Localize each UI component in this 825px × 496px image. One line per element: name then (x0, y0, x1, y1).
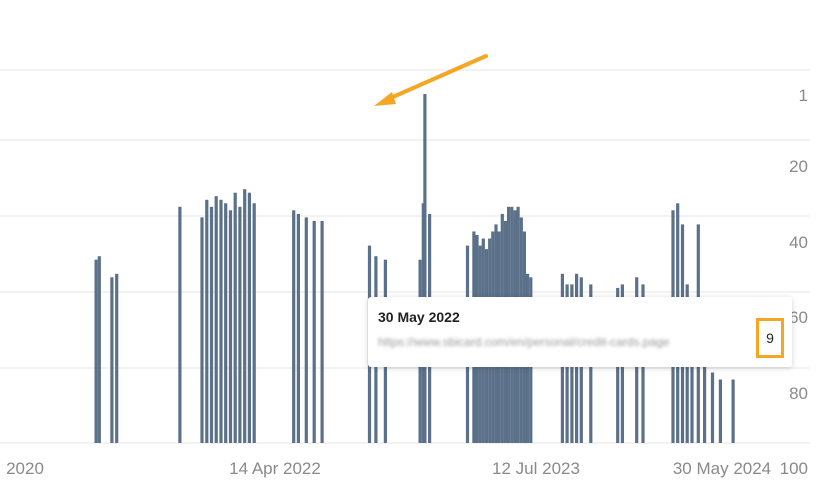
rank-bar[interactable] (110, 277, 114, 443)
rank-bar[interactable] (304, 217, 308, 443)
rank-bar[interactable] (200, 217, 204, 443)
x-tick-label: 12 Jul 2023 (492, 459, 580, 478)
arrow-head (374, 92, 396, 106)
rank-bar[interactable] (209, 206, 214, 443)
rank-bar[interactable] (224, 203, 228, 443)
arrow-shaft (384, 54, 488, 102)
x-tick-label: 14 Apr 2022 (229, 459, 321, 478)
rank-bar[interactable] (97, 256, 101, 443)
rank-bar[interactable] (718, 379, 722, 444)
tooltip: 30 May 2022 https://www.sbicard.com/en/p… (368, 297, 792, 367)
rank-bar[interactable] (238, 206, 242, 443)
arrow-annotation (374, 54, 488, 106)
x-tick-label: 30 May 2024 (673, 459, 771, 478)
y-tick-label: 40 (789, 233, 808, 252)
y-tick-label: 20 (789, 157, 808, 176)
tooltip-rank-value: 9 (756, 318, 784, 358)
rank-bar[interactable] (178, 206, 182, 443)
rank-bar[interactable] (205, 199, 209, 443)
tooltip-date: 30 May 2022 (378, 309, 460, 325)
rank-bar[interactable] (247, 192, 251, 443)
rank-bar[interactable] (214, 196, 218, 443)
rank-bar[interactable] (710, 372, 715, 444)
rank-bar[interactable] (423, 94, 427, 443)
rank-bar[interactable] (320, 220, 324, 443)
y-tick-label: 1 (799, 86, 808, 105)
x-tick-label: 2020 (6, 459, 44, 478)
rank-bar[interactable] (312, 220, 316, 443)
y-axis-ticks: 1 20 40 60 80 100 (780, 86, 808, 478)
rank-bar[interactable] (703, 354, 707, 443)
rank-bar[interactable] (233, 192, 237, 443)
y-tick-label: 60 (789, 308, 808, 327)
tooltip-url[interactable]: https://www.sbicard.com/en/personal/cred… (378, 335, 670, 349)
rank-bar[interactable] (296, 213, 300, 443)
rank-bar[interactable] (94, 259, 98, 443)
rank-bar[interactable] (243, 189, 247, 443)
y-tick-label: 100 (780, 459, 808, 478)
rank-bar[interactable] (228, 210, 233, 443)
rank-bar[interactable] (690, 344, 694, 443)
y-tick-label: 80 (789, 384, 808, 403)
x-axis-ticks: 2020 14 Apr 2022 12 Jul 2023 30 May 2024 (6, 459, 771, 478)
grid-lines (0, 69, 810, 444)
rank-bar[interactable] (252, 203, 256, 443)
rank-bar[interactable] (219, 199, 223, 443)
rank-bar[interactable] (115, 273, 119, 443)
rank-bar[interactable] (731, 379, 735, 444)
rank-bar[interactable] (292, 210, 296, 443)
bars-group (94, 94, 735, 444)
